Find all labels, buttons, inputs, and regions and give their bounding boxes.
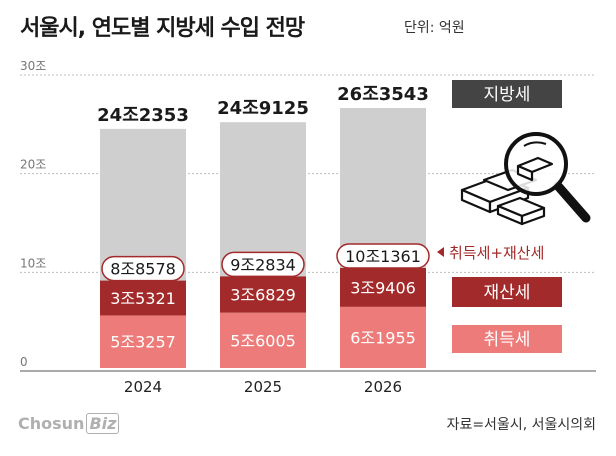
unit-label: 단위: 억원 bbox=[404, 20, 465, 36]
property-tax-value: 3조9406 bbox=[350, 278, 416, 297]
y-tick-label: 30조 bbox=[20, 59, 46, 73]
legend-acquisition-tax-label: 취득세 bbox=[484, 330, 531, 350]
acquisition-tax-bar bbox=[340, 306, 426, 368]
logo-suffix: Biz bbox=[86, 413, 120, 434]
combined-value-label: 9조2834 bbox=[230, 255, 296, 274]
total-value-label: 24조9125 bbox=[217, 98, 309, 119]
chart-title: 서울시, 연도별 지방세 수입 전망 bbox=[20, 16, 305, 41]
total-value-label: 26조3543 bbox=[337, 84, 429, 105]
x-tick-label: 2026 bbox=[364, 378, 402, 396]
total-value-label: 24조2353 bbox=[97, 105, 189, 126]
logo-main: Chosun bbox=[18, 414, 85, 433]
combined-value-pill bbox=[221, 251, 305, 278]
x-tick-label: 2025 bbox=[244, 378, 282, 396]
legend-property-tax-box bbox=[452, 277, 562, 307]
acquisition-tax-value: 5조3257 bbox=[110, 333, 176, 352]
legend-total-box bbox=[452, 80, 562, 108]
acquisition-tax-bar bbox=[100, 315, 186, 368]
x-tick-label: 2024 bbox=[124, 378, 162, 396]
combined-value-pill bbox=[336, 243, 430, 269]
property-tax-bar bbox=[100, 280, 186, 316]
acquisition-tax-value: 6조1955 bbox=[350, 328, 416, 347]
y-tick-label: 0 bbox=[20, 355, 28, 369]
combined-value-label: 10조1361 bbox=[345, 247, 421, 266]
y-tick-label: 20조 bbox=[20, 158, 46, 172]
property-tax-bar bbox=[340, 267, 426, 307]
legend-property-tax-label: 재산세 bbox=[484, 283, 531, 303]
source-note: 자료=서울시, 서울시의회 bbox=[446, 417, 596, 433]
legend-acquisition-tax-box bbox=[452, 325, 562, 353]
publisher-logo: Chosun Biz bbox=[18, 413, 120, 434]
legend-total-label: 지방세 bbox=[484, 85, 531, 105]
magnifier-icon bbox=[460, 132, 591, 226]
combined-value-pill bbox=[101, 255, 185, 282]
property-tax-value: 3조5321 bbox=[110, 289, 176, 308]
acquisition-tax-bar bbox=[220, 312, 306, 368]
combined-legend-marker bbox=[437, 247, 444, 257]
legend-combined-label: 취득세+재산세 bbox=[449, 244, 544, 262]
y-tick-label: 10조 bbox=[20, 256, 46, 270]
property-tax-value: 3조6829 bbox=[230, 286, 296, 305]
acquisition-tax-value: 5조6005 bbox=[230, 331, 296, 350]
property-tax-bar bbox=[220, 276, 306, 313]
combined-value-label: 8조8578 bbox=[110, 260, 176, 279]
